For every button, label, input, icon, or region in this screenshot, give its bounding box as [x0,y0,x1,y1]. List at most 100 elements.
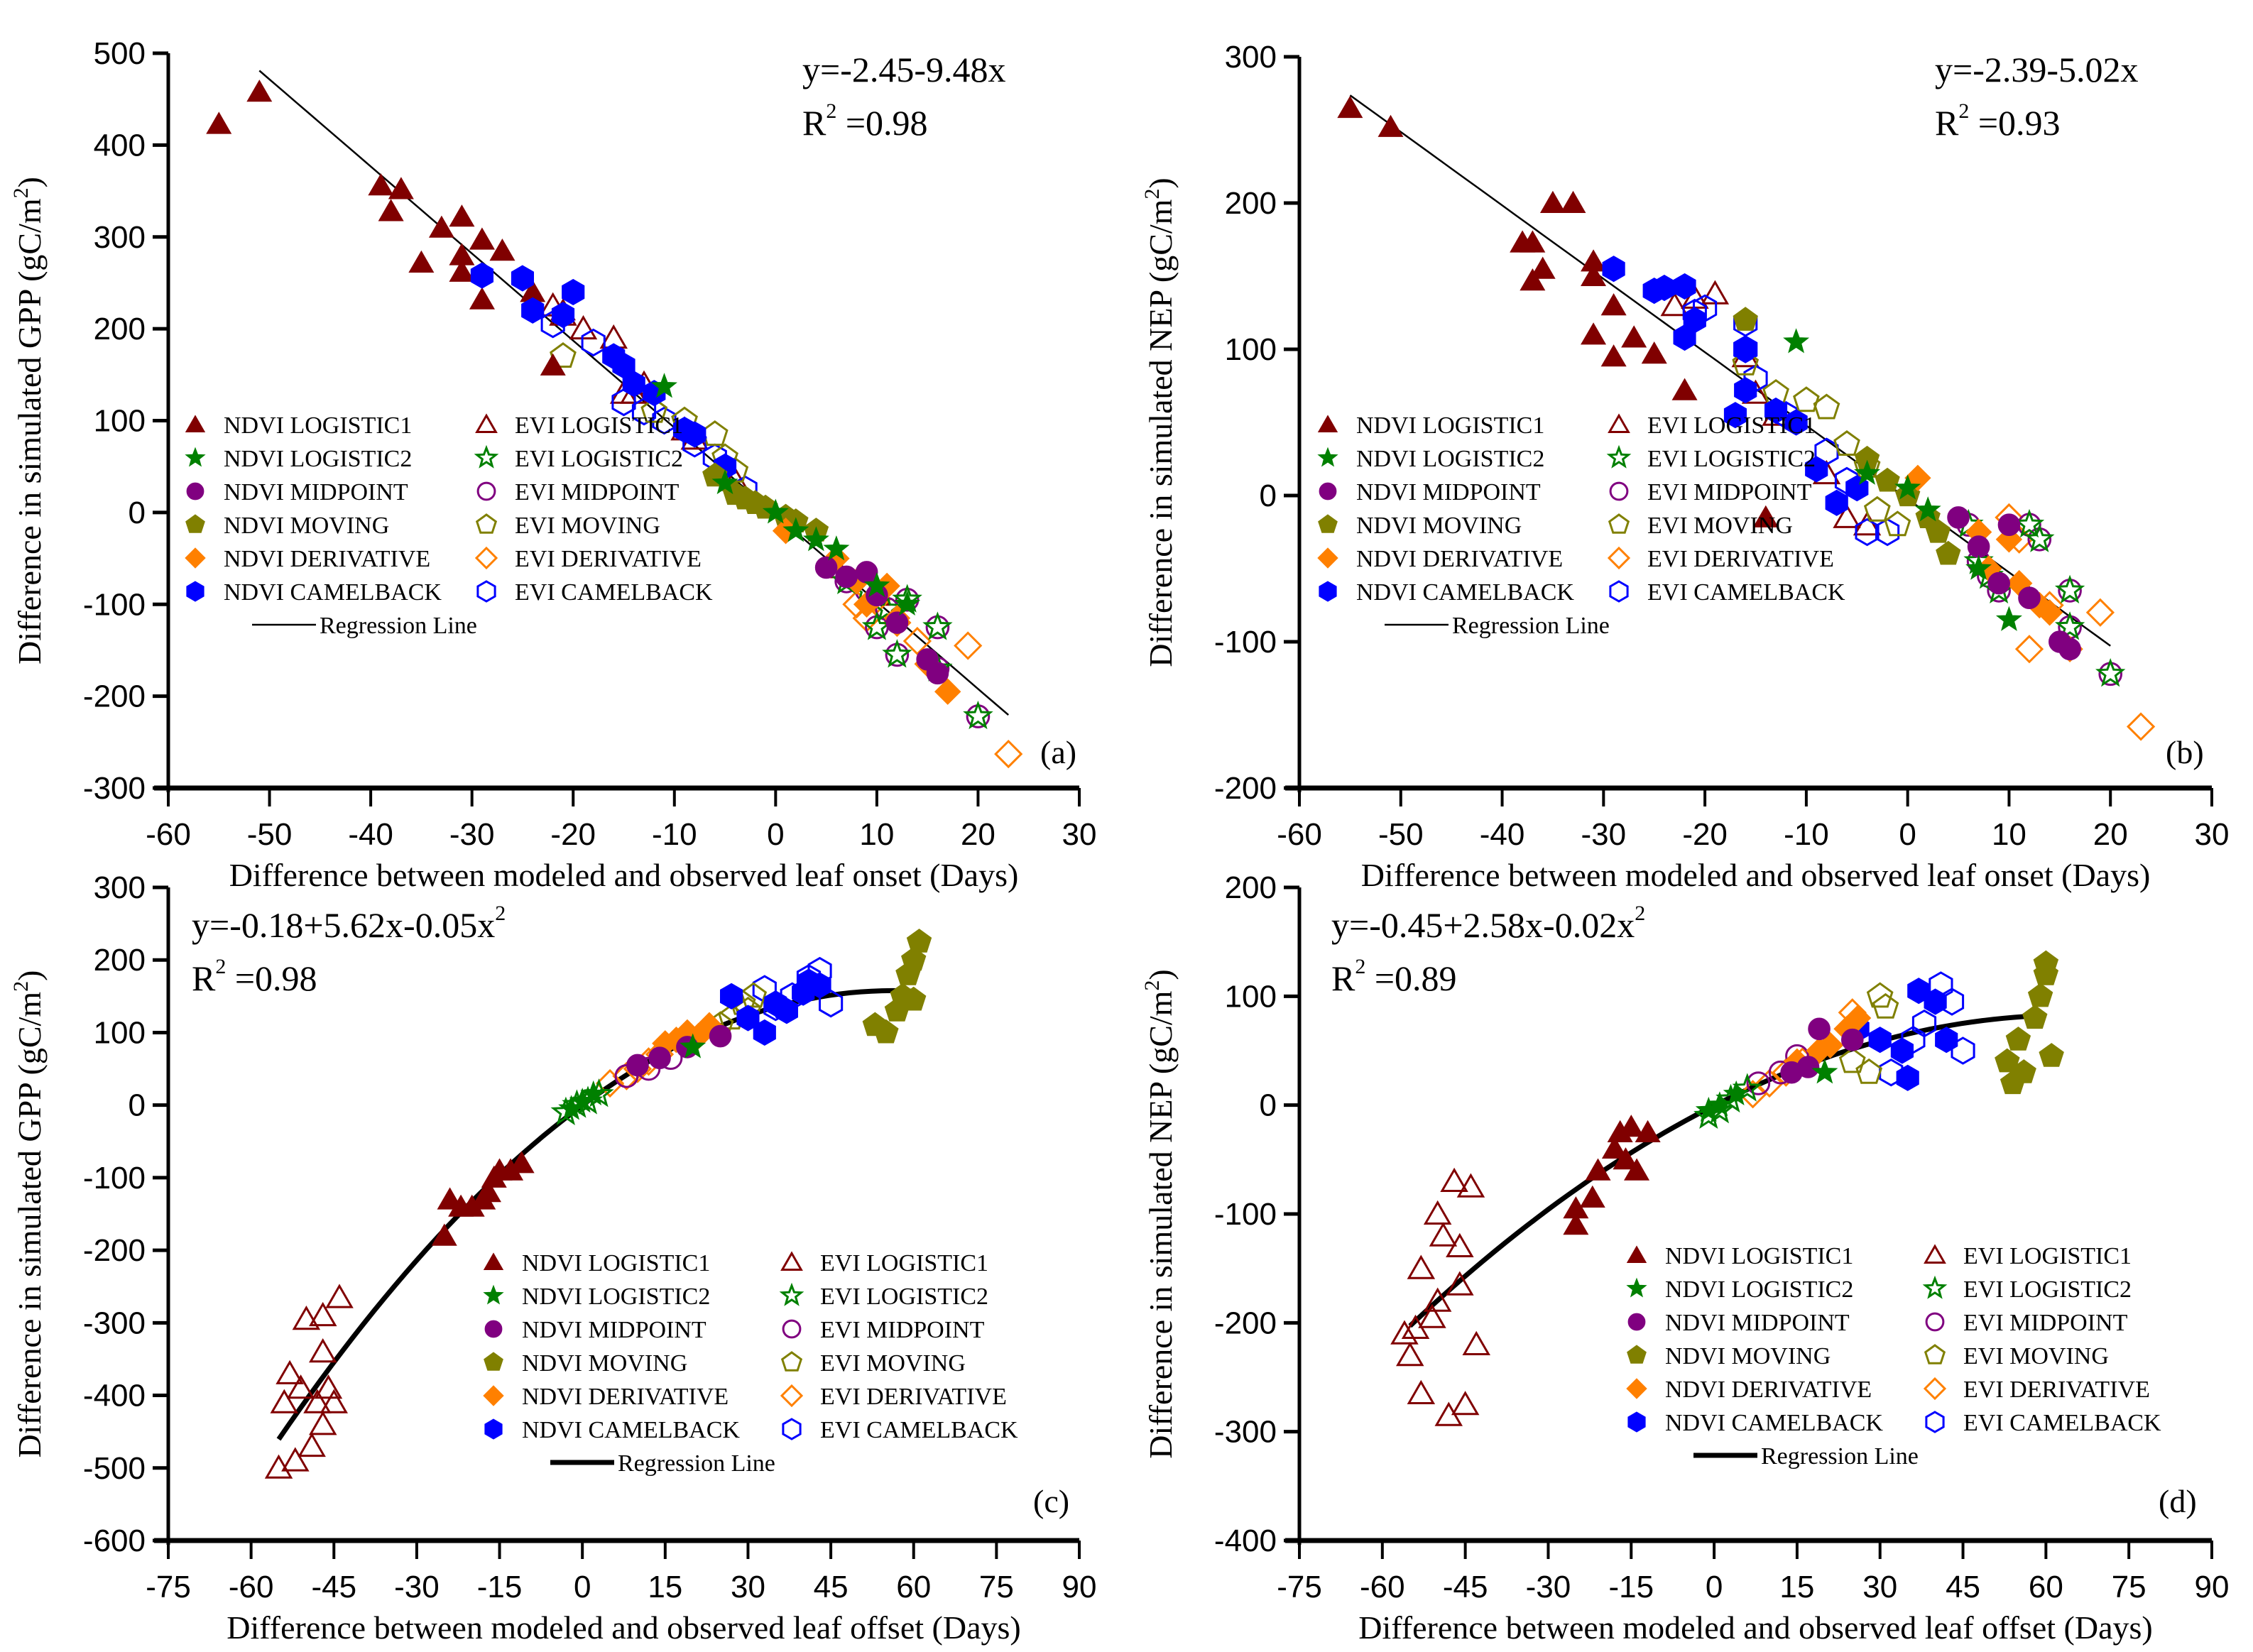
y-tick-label: -200 [83,679,146,714]
data-point-ndvi-logistic1 [1624,1158,1650,1181]
x-tick-label: -60 [1360,1570,1405,1604]
data-point-ndvi-camelback [1805,456,1828,483]
panel-label: (b) [2166,734,2204,770]
x-tick-label: -45 [1443,1570,1488,1604]
legend-label: NDVI LOGISTIC1 [224,412,412,439]
x-axis-title: Difference between modeled and observed … [227,1609,1020,1646]
legend-item: EVI MOVING [780,1350,966,1377]
legend-item: NDVI MOVING [185,513,389,539]
r2-value: =0.98 [836,103,927,143]
x-tick-label: -15 [1608,1570,1654,1604]
x-tick-label: 45 [814,1570,849,1604]
data-point-evi-moving [1866,982,1894,1008]
legend-item: NDVI LOGISTIC2 [1626,1276,1853,1303]
data-point-ndvi-midpoint [835,565,858,589]
legend-marker-icon [1627,1411,1646,1433]
data-point-ndvi-logistic2 [1995,606,2022,631]
x-tick-label: 30 [731,1570,765,1604]
y-axis-title-tail: ) [11,970,48,981]
data-point-ndvi-logistic1 [1337,95,1363,119]
regression-line [1408,1012,2046,1328]
x-tick-label: -10 [1784,817,1829,852]
r2-label: R [192,958,216,998]
legend-item: NDVI DERIVATIVE [1317,546,1563,572]
legend-label: EVI DERIVATIVE [1963,1377,2150,1403]
data-point-ndvi-logistic1 [469,287,495,310]
legend-item: EVI MOVING [475,513,660,539]
data-point-ndvi-logistic1 [1539,190,1566,213]
x-tick-label: 0 [1706,1570,1723,1604]
legend-item: NDVI MOVING [1318,513,1522,539]
data-point-ndvi-logistic1 [449,204,475,227]
data-point-evi-logistic1 [1407,1379,1436,1404]
data-point-ndvi-logistic1 [206,111,232,134]
r2-sup: 2 [1355,955,1365,978]
data-point-ndvi-logistic2 [1914,496,1941,522]
r2-sup: 2 [826,99,836,123]
data-point-evi-logistic1 [309,1301,337,1327]
y-tick-label: 100 [1225,332,1277,367]
data-point-evi-logistic1 [320,1389,348,1413]
x-tick-label: -20 [1682,817,1728,852]
legend-label: EVI DERIVATIVE [1647,546,1834,572]
legend-marker-icon [1609,481,1629,501]
data-point-ndvi-logistic1 [508,1151,535,1174]
y-tick-label: 0 [1260,478,1277,513]
legend-label: EVI MIDPOINT [820,1317,985,1343]
legend-item: NDVI MIDPOINT [484,1317,707,1343]
x-tick-label: 30 [1862,1570,1897,1604]
data-point-ndvi-logistic1 [540,353,566,376]
data-point-ndvi-logistic1 [1621,325,1647,348]
r2-sup: 2 [215,955,226,978]
legend: NDVI LOGISTIC1 EVI LOGISTIC1 NDVI LOGISTIC… [185,412,713,639]
legend-label: NDVI CAMELBACK [522,1417,740,1443]
y-tick-label: 200 [94,943,146,978]
y-tick-label: -100 [1214,1197,1277,1232]
data-point-evi-logistic2 [882,639,912,668]
regression-equation: y=-0.18+5.62x-0.05x2 [192,902,506,945]
data-point-ndvi-camelback [1890,1037,1914,1064]
data-point-evi-logistic1 [270,1389,298,1413]
legend-item: NDVI CAMELBACK [1319,579,1574,606]
x-tick-label: -60 [1277,817,1322,852]
x-tick-label: 90 [1062,1570,1097,1604]
data-point-ndvi-camelback [720,983,743,1010]
y-tick-label: 500 [94,36,146,71]
data-point-ndvi-camelback [1734,336,1757,363]
legend-label: NDVI LOGISTIC1 [522,1250,710,1276]
data-point-ndvi-logistic1 [1560,190,1586,213]
data-point-ndvi-logistic1 [378,199,404,221]
data-point-ndvi-logistic1 [1600,293,1627,316]
legend-item-regression: Regression Line [1693,1443,1919,1470]
data-point-ndvi-logistic1 [1671,378,1698,400]
legend-marker-icon [185,514,205,533]
data-point-ndvi-logistic1 [428,215,454,238]
y-axis-title-main: Difference in simulated GPP (gC/m [11,992,48,1458]
data-point-ndvi-moving [2005,1027,2031,1051]
x-tick-label: -30 [449,817,495,852]
legend-marker-icon [1317,415,1338,432]
legend-label: NDVI LOGISTIC1 [1665,1243,1853,1269]
y-axis-title-tail: ) [1142,177,1179,188]
data-point-evi-derivative [595,1068,625,1098]
legend-marker-icon [483,1284,504,1305]
y-tick-label: 300 [94,870,146,905]
data-point-ndvi-logistic1 [431,1223,457,1246]
y-tick-label: -300 [83,771,146,806]
y-tick-label: 200 [1225,186,1277,221]
y-tick-label: -200 [1214,771,1277,806]
legend-label: NDVI CAMELBACK [224,579,442,606]
legend-item: EVI LOGISTIC2 [779,1282,988,1310]
x-tick-label: -50 [247,817,293,852]
legend-marker-icon [185,415,206,432]
legend-label: EVI LOGISTIC2 [515,446,683,472]
legend-item: EVI DERIVATIVE [1923,1377,2150,1403]
legend-label: NDVI DERIVATIVE [1356,546,1563,572]
equation-sup: 2 [1635,902,1645,925]
legend-item: NDVI DERIVATIVE [483,1384,729,1410]
x-tick-label: 0 [574,1570,591,1604]
legend-label: NDVI LOGISTIC2 [1665,1276,1853,1303]
data-point-evi-logistic1 [1451,1391,1480,1416]
data-point-ndvi-camelback [1734,377,1757,404]
legend-marker-icon [1626,1277,1647,1298]
